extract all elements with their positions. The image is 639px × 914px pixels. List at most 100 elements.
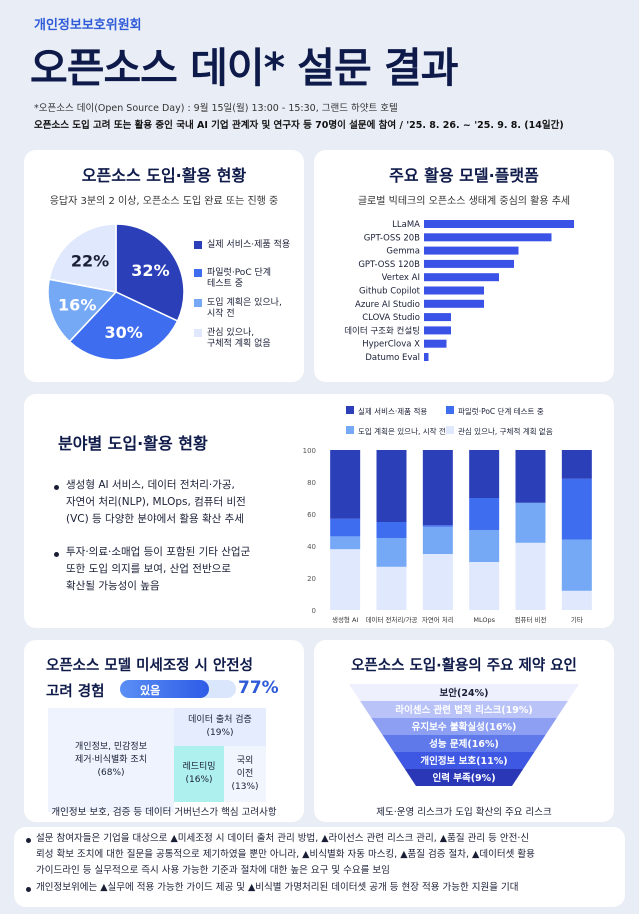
adoption-subtitle: 응답자 3분의 2 이상, 오픈소스 도입 완료 또는 진행 중 [49,196,279,207]
stacked-bar-segment [422,450,453,526]
constraints-card: 오픈소스 도입·활용의 주요 제약 요인 보안(24%) 라이센스 관련 법적 리… [314,640,614,822]
stacked-bar-segment [376,450,407,522]
y-tick-label: 60 [307,511,316,519]
stacked-bar-segment [469,498,500,530]
constraints-title: 오픈소스 도입·활용의 주요 제약 요인 [351,658,577,674]
bar [424,286,484,295]
bullet-dot [54,485,59,490]
safety-title-line-2: 고려 경험 [46,684,105,700]
legend-swatch [446,426,454,434]
page-title: 오픈소스 데이* 설문 결과 [30,44,458,92]
bar [424,246,519,255]
legend-swatch [194,241,202,249]
funnel-level [349,684,579,701]
y-tick-label: 80 [307,479,316,487]
x-tick-label: 컴퓨터 비전 [515,615,547,624]
legend-label: 도입 계획은 있으나, 시작 전 [207,298,282,319]
bar-category-label: 데이터 구조화 컨설팅 [344,325,420,336]
bar [424,326,451,335]
pie-slice [68,291,179,361]
safety-title: 오픈소스 모델 미세조정 시 안전성 [46,658,253,674]
treemap-cell-redteaming: 레드티밍 (16%) [174,746,224,802]
models-bar-chart: LLaMA GPT-OSS 20B Gemma GPT-OSS 120B Vertex … [344,220,574,363]
treemap-cell-value: (68%) [97,767,125,778]
treemap-cell-label: 데이터 출처 검증 [188,715,252,725]
funnel-level-label: 유지보수 불확실성(16%) [412,721,517,733]
bar [424,339,447,348]
safety-card: 오픈소스 모델 미세조정 시 안전성 고려 경험 있음 77% 개인정보, 민감… [24,640,304,822]
legend-swatch [346,426,354,434]
sector-bullet-1-line-2: 자연어 처리(NLP), MLOps, 컴퓨터 비전 [66,496,246,508]
treemap-cell-privacy: 개인정보, 민감정보 제거·비식별화 조치 (68%) [48,708,174,812]
stacked-bar-segment [515,502,546,543]
y-tick-label: 20 [307,575,316,583]
pie-slice-label: 22% [71,252,109,271]
stacked-bar-segment [330,518,361,537]
stacked-bar-segment [422,526,453,554]
constraints-funnel: 보안(24%) 라이센스 관련 법적 리스크(19%) 유지보수 불확실성(16%)… [349,684,579,786]
bar [424,299,484,308]
y-tick-label: 0 [312,607,316,615]
bar-category-label: LLaMA [392,220,420,230]
stacked-bar-segment [469,450,500,498]
treemap-cell-transfer: 국외 이전 (13%) [224,746,266,802]
bar [424,259,514,268]
stacked-bar-segment [422,525,453,527]
stacked-bar-segment [376,538,407,567]
treemap-cell-label: 개인정보, 민감정보 제거·비식별화 조치 [75,741,147,765]
funnel-level-label: 라이센스 관련 법적 리스크(19%) [395,704,533,716]
legend-label: 파일럿·PoC 단계 테스트 중 [207,268,272,289]
bar-category-label: Vertex AI [382,273,420,283]
organization-name: 개인정보보호위원회 [34,18,142,33]
adoption-title: 오픈소스 도입·활용 현황 [81,166,247,185]
stacked-bar-segment [515,542,546,610]
treemap-cell-label: 레드티밍 [182,762,216,772]
y-tick-label: 40 [307,543,316,551]
stacked-bar-segment [469,530,500,562]
funnel-level-label: 개인정보 보호(11%) [420,755,507,767]
y-tick-label: 100 [303,447,316,455]
x-tick-label: 생성형 AI [332,615,358,624]
funnel-level-label: 보안(24%) [440,687,489,699]
bar-category-label: CLOVA Studio [362,313,420,323]
bar-category-label: Azure AI Studio [355,300,420,310]
legend-swatch [346,406,354,414]
legend-label: 도입 계획은 있으나, 시작 전 [358,426,446,436]
yes-label: 있음 [140,684,161,697]
pie-slice [47,278,118,343]
bar [424,273,499,282]
survey-note: 오픈소스 도입 고려 또는 활용 중인 국내 AI 기업 관계자 및 연구자 등… [34,120,564,131]
sector-bullet-1-line-3: (VC) 등 다양한 분야에서 활용 확산 추세 [66,513,244,525]
legend-label: 관심 있으나, 구체적 계획 없음 [458,426,553,436]
bullet-dot [26,838,31,843]
stacked-bar-segment [376,522,407,538]
legend-label: 실제 서비스·제품 적용 [207,240,291,250]
stacked-bar-segment [422,554,453,610]
x-tick-label: MLOps [473,616,495,624]
models-card: 주요 활용 모델·플랫폼 글로벌 빅테크의 오픈소스 생태계 중심의 활용 추세… [314,150,614,382]
sector-bullet-2-line-1: 투자·의료·소매업 등이 포함된 기타 산업군 [66,546,251,558]
pie-slice-label: 16% [58,296,96,315]
x-tick-label: 데이터 전처리/가공 [365,615,417,624]
constraints-caption: 제도·운영 리스크가 도입 확산의 주요 리스크 [376,807,552,818]
x-tick-label: 기타 [571,615,583,624]
stacked-bar-segment [561,478,592,540]
event-note: *오픈소스 데이(Open Source Day) : 9월 15일(월) 13… [34,103,398,114]
sector-bullet-2-line-2: 또한 도입 의지를 보여, 산업 전반으로 [66,563,231,575]
bar [424,313,451,322]
funnel-level-label: 인력 부족(9%) [432,772,495,784]
sector-bullet-1-line-1: 생성형 AI 서비스, 데이터 전처리·가공, [66,479,235,491]
bar-category-label: Datumo Eval [365,353,420,363]
stacked-bar-segment [330,536,361,550]
bar [424,353,429,361]
stacked-bar-segment [376,566,407,610]
legend-label: 파일럿·PoC 단계 테스트 중 [458,406,544,416]
treemap-cell-value: (19%) [206,728,234,738]
bar-category-label: GPT-OSS 120B [358,260,420,270]
bullet-dot [26,887,31,892]
treemap-cell-value: (13%) [231,781,259,792]
adoption-pie-chart: 32% 30% 16% 22% [47,223,185,361]
sector-title: 분야별 도입·활용 현황 [58,434,208,453]
models-title: 주요 활용 모델·플랫폼 [389,166,539,185]
